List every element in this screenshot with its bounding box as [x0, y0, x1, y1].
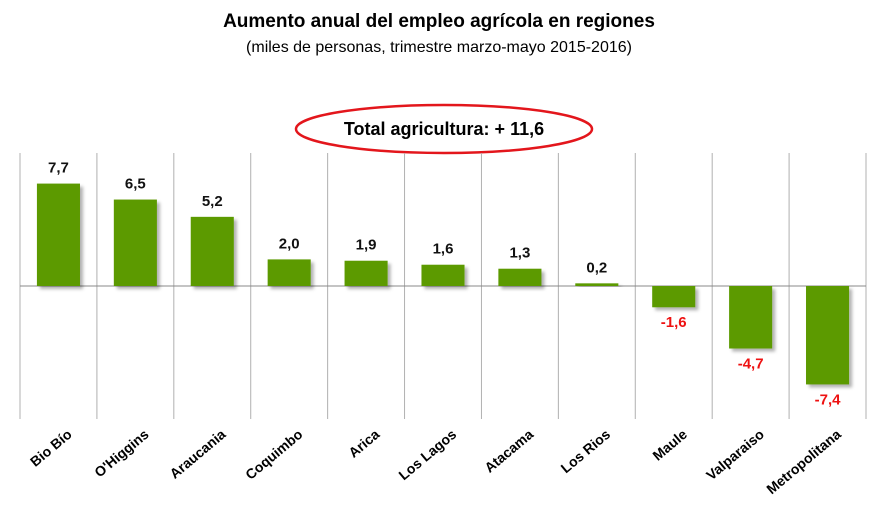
x-tick-label: Los Rios	[558, 426, 614, 476]
bar	[113, 199, 157, 286]
chart-subtitle: (miles de personas, trimestre marzo-mayo…	[246, 39, 632, 56]
value-label: 1,6	[433, 241, 454, 258]
bar	[729, 286, 773, 349]
bar	[498, 268, 542, 286]
value-label: 6,5	[125, 176, 146, 193]
x-tick-label: Coquimbo	[242, 426, 305, 483]
value-label: 1,3	[509, 245, 530, 262]
x-tick-label: Valparaiso	[703, 426, 767, 483]
annotation: Total agricultura: + 11,6	[344, 119, 544, 139]
value-label: 0,2	[586, 259, 607, 276]
x-tick-label: Bio Bío	[27, 426, 75, 470]
value-label: -4,7	[738, 355, 764, 372]
x-tick-label: Los Lagos	[395, 426, 459, 483]
value-label: 2,0	[279, 235, 300, 252]
chart-title: Aumento anual del empleo agrícola en reg…	[223, 11, 655, 32]
bar	[421, 264, 465, 286]
bar	[344, 260, 388, 286]
value-label: 7,7	[48, 160, 69, 177]
value-label: 5,2	[202, 193, 223, 210]
value-label: -1,6	[661, 314, 687, 331]
value-label: 1,9	[356, 237, 377, 254]
bar	[267, 259, 311, 286]
x-tick-label: Araucania	[166, 426, 228, 482]
x-tick-label: Maule	[649, 426, 690, 464]
x-tick-label: Arica	[345, 426, 382, 461]
bar	[575, 283, 619, 286]
value-label: -7,4	[815, 391, 842, 408]
x-tick-label: O'Higgins	[91, 426, 152, 481]
x-tick-label: Metropolitana	[763, 426, 844, 497]
bar	[806, 286, 850, 385]
bar	[652, 286, 696, 308]
bar	[36, 183, 80, 286]
bar	[190, 216, 234, 286]
annotation-ellipse	[294, 103, 594, 155]
x-tick-label: Atacama	[481, 426, 536, 476]
